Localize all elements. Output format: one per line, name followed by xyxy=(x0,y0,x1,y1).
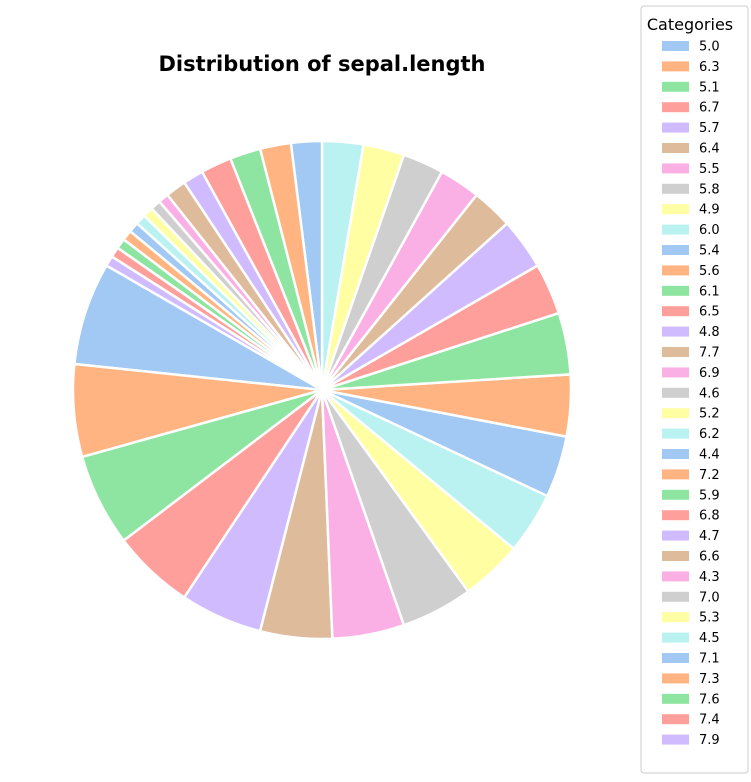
pie-slices xyxy=(71,139,573,641)
legend-label-4.5: 4.5 xyxy=(699,631,720,646)
legend-label-6.3: 6.3 xyxy=(699,60,720,75)
legend-label-6.9: 6.9 xyxy=(699,366,720,381)
chart-title: Distribution of sepal.length xyxy=(158,52,485,76)
legend-swatch-5.9 xyxy=(662,489,689,500)
legend-items: 5.0 6.3 5.1 6.7 5.7 6.4 5.5 5.8 4.9 6.0 5.4 5.6 6.1 6… xyxy=(662,40,720,748)
legend-label-4.8: 4.8 xyxy=(699,325,720,340)
legend-label-6.2: 6.2 xyxy=(699,427,720,442)
legend-label-5.1: 5.1 xyxy=(699,80,720,95)
pie-slice-7.9 xyxy=(105,255,324,392)
legend-title: Categories xyxy=(647,15,733,34)
legend-swatch-6.5 xyxy=(662,306,689,317)
legend-label-6.1: 6.1 xyxy=(699,284,720,299)
legend-label-5.8: 5.8 xyxy=(699,182,720,197)
legend-swatch-5.5 xyxy=(662,163,689,174)
legend-swatch-4.3 xyxy=(662,571,689,582)
legend-label-6.4: 6.4 xyxy=(699,142,720,157)
legend-swatch-5.8 xyxy=(662,183,689,194)
legend-label-5.0: 5.0 xyxy=(699,40,720,55)
legend-swatch-4.6 xyxy=(662,387,689,398)
legend-swatch-6.1 xyxy=(662,285,689,296)
legend-swatch-6.7 xyxy=(662,102,689,113)
legend-label-5.5: 5.5 xyxy=(699,162,720,177)
legend-swatch-7.7 xyxy=(662,347,689,357)
legend-label-7.0: 7.0 xyxy=(699,590,720,605)
legend-swatch-5.1 xyxy=(662,81,689,92)
legend-swatch-6.6 xyxy=(662,551,689,561)
legend-label-4.6: 4.6 xyxy=(699,386,720,401)
legend-swatch-6.4 xyxy=(662,143,689,153)
legend-label-7.9: 7.9 xyxy=(699,733,720,748)
legend-label-5.4: 5.4 xyxy=(699,244,720,259)
legend-label-7.7: 7.7 xyxy=(699,346,720,361)
legend-swatch-7.4 xyxy=(662,714,689,725)
legend-swatch-5.3 xyxy=(662,612,689,623)
legend-label-6.0: 6.0 xyxy=(699,223,720,238)
legend-swatch-5.6 xyxy=(662,265,689,276)
legend-swatch-5.4 xyxy=(662,245,689,255)
legend-swatch-4.4 xyxy=(662,449,689,459)
legend-label-6.8: 6.8 xyxy=(699,509,720,524)
legend-swatch-4.8 xyxy=(662,326,689,337)
legend-label-6.5: 6.5 xyxy=(699,305,720,320)
legend-swatch-5.0 xyxy=(662,41,689,51)
legend-frame xyxy=(640,5,749,774)
legend-swatch-7.9 xyxy=(662,734,689,745)
legend: Categories 5.0 6.3 5.1 6.7 5.7 6.4 5.5 5.8 4.9 6.… xyxy=(640,5,749,774)
legend-swatch-7.0 xyxy=(662,591,689,602)
legend-label-7.1: 7.1 xyxy=(699,652,720,667)
legend-swatch-6.0 xyxy=(662,224,689,235)
legend-label-5.9: 5.9 xyxy=(699,488,720,503)
legend-swatch-4.9 xyxy=(662,204,689,215)
legend-label-4.9: 4.9 xyxy=(699,203,720,218)
legend-label-7.6: 7.6 xyxy=(699,692,720,707)
legend-label-6.6: 6.6 xyxy=(699,550,720,565)
legend-swatch-6.8 xyxy=(662,510,689,521)
legend-label-7.3: 7.3 xyxy=(699,672,720,687)
legend-swatch-6.9 xyxy=(662,367,689,378)
legend-label-4.3: 4.3 xyxy=(699,570,720,585)
legend-swatch-5.2 xyxy=(662,408,689,419)
legend-label-5.3: 5.3 xyxy=(699,611,720,626)
legend-label-5.6: 5.6 xyxy=(699,264,720,279)
legend-swatch-4.7 xyxy=(662,530,689,541)
legend-swatch-7.2 xyxy=(662,469,689,480)
legend-swatch-6.2 xyxy=(662,428,689,439)
legend-label-5.2: 5.2 xyxy=(699,407,720,422)
legend-swatch-7.6 xyxy=(662,693,689,704)
legend-label-4.7: 4.7 xyxy=(699,529,720,544)
legend-label-7.2: 7.2 xyxy=(699,468,720,483)
legend-swatch-4.5 xyxy=(662,632,689,643)
legend-label-4.4: 4.4 xyxy=(699,448,720,463)
legend-swatch-6.3 xyxy=(662,61,689,72)
legend-label-7.4: 7.4 xyxy=(699,713,720,728)
legend-swatch-7.1 xyxy=(662,653,689,663)
legend-swatch-5.7 xyxy=(662,122,689,133)
legend-label-6.7: 6.7 xyxy=(699,101,720,116)
legend-swatch-7.3 xyxy=(662,673,689,684)
legend-label-5.7: 5.7 xyxy=(699,121,720,136)
